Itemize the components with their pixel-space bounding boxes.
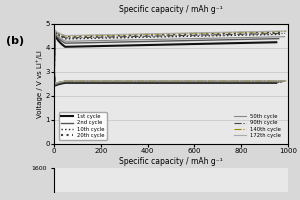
Legend: 50th cycle, 90th cycle, 140th cycle, 172th cycle: 50th cycle, 90th cycle, 140th cycle, 172… xyxy=(232,112,283,140)
Y-axis label: Voltage / V vs Li⁺/LI: Voltage / V vs Li⁺/LI xyxy=(36,50,43,118)
X-axis label: Specific capacity / mAh g⁻¹: Specific capacity / mAh g⁻¹ xyxy=(119,157,223,166)
Text: (b): (b) xyxy=(6,36,24,46)
Text: Specific capacity / mAh g⁻¹: Specific capacity / mAh g⁻¹ xyxy=(119,5,223,14)
